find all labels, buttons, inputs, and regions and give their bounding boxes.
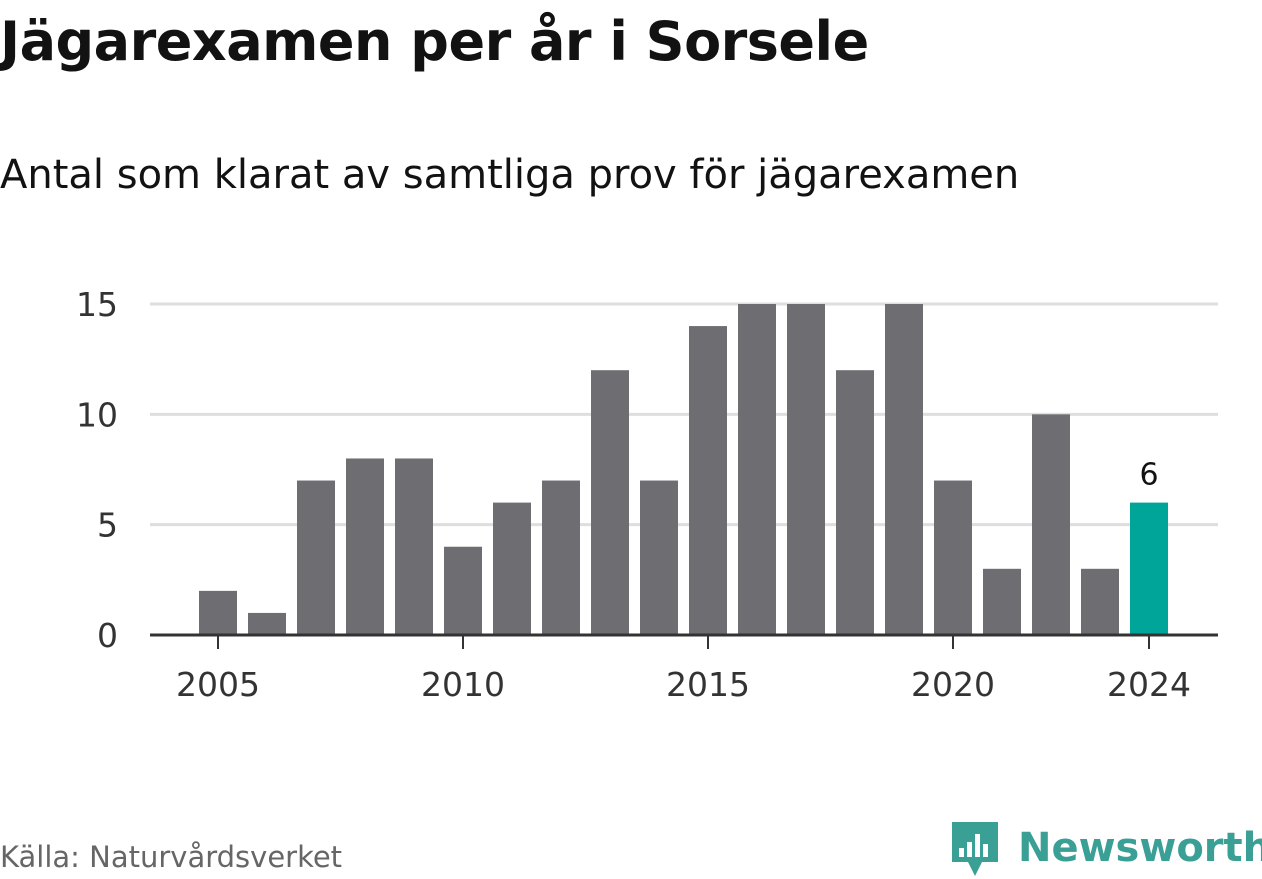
bar-2022 [1032,414,1070,635]
bar-2017 [787,304,825,635]
x-tick-label: 2005 [176,665,260,704]
bar-2021 [983,568,1021,635]
bar-2016 [738,304,776,635]
bar-2023 [1081,568,1119,635]
y-tick-label: 5 [97,506,118,545]
x-tick-label: 2015 [666,665,750,704]
bar-2010 [444,546,482,635]
bar-chart: 0 5 10 15 6 2005 2010 2015 2020 2024 [76,285,1218,704]
bar-2024 [1130,502,1168,635]
bar-2018 [836,370,874,635]
chart-title: Jägarexamen per år i Sorsele [0,10,869,73]
bar-2012 [542,480,580,635]
bar-2011 [493,502,531,635]
y-tick-label: 10 [76,395,118,434]
newsworthy-logo: Newsworthy [950,818,1262,878]
bar-2019 [885,304,923,635]
bar-2015 [689,326,727,635]
y-tick-label: 0 [97,616,118,655]
bar-2009 [395,458,433,635]
bar-2020 [934,480,972,635]
bar-2014 [640,480,678,635]
bar-2007 [297,480,335,635]
chart-subtitle: Antal som klarat av samtliga prov för jä… [0,152,1020,198]
x-tick-label: 2020 [911,665,995,704]
newsworthy-bar-chart-icon [952,822,998,876]
bar-2008 [346,458,384,635]
x-tick-label: 2010 [421,665,505,704]
bar-2006 [248,612,286,635]
bar-2013 [591,370,629,635]
brand-name: Newsworthy [1018,825,1262,871]
data-label: 6 [1139,458,1158,493]
x-tick-label: 2024 [1107,665,1191,704]
source-note: Källa: Naturvårdsverket [0,840,343,874]
bar-2005 [199,590,237,635]
y-tick-label: 15 [76,285,118,324]
